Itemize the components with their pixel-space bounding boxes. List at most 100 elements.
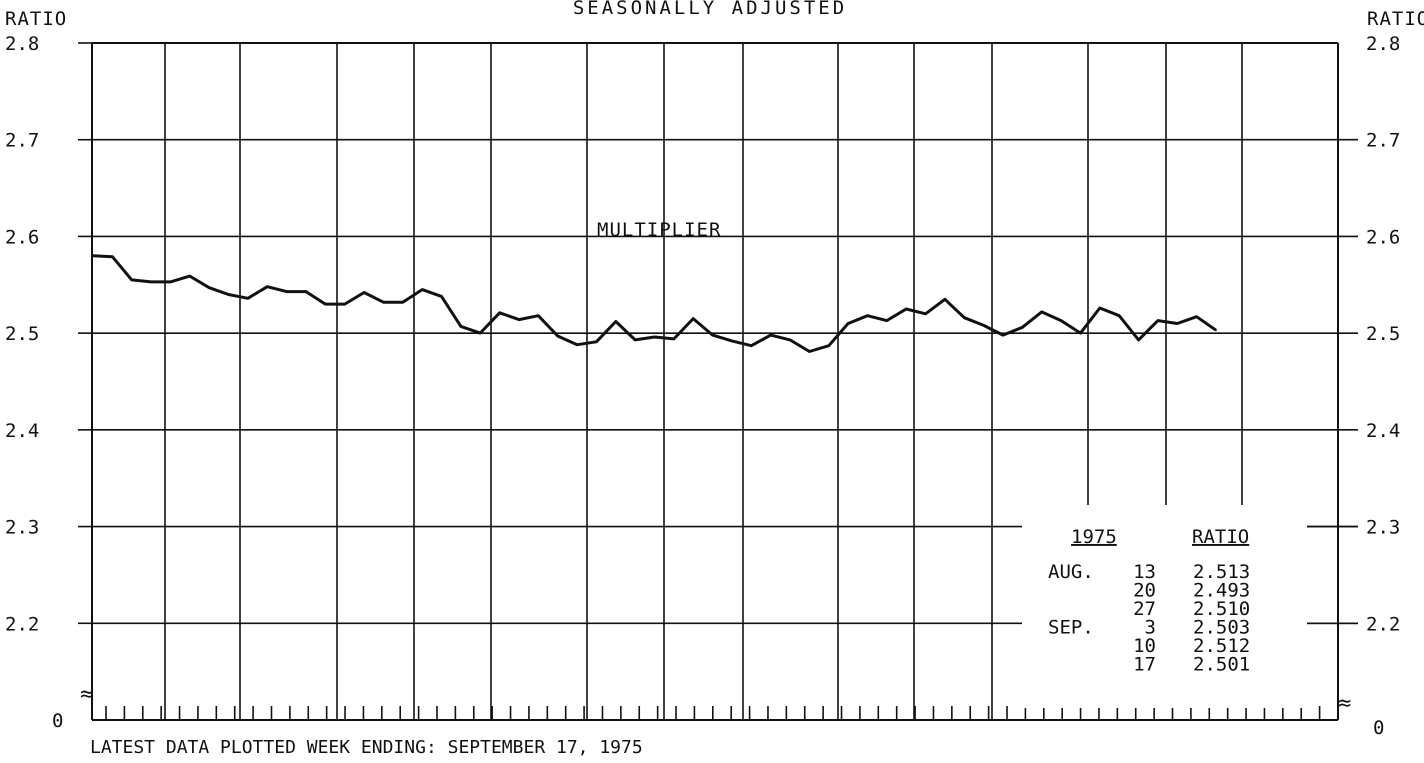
y-tick-label-left: 2.3 (5, 517, 39, 539)
data-point (479, 332, 482, 334)
table-month: AUG. (1048, 561, 1094, 583)
table-ratio-value: 2.503 (1193, 617, 1250, 639)
y-tick-label-right: 2.6 (1366, 226, 1400, 248)
data-point (227, 293, 230, 296)
data-point (1099, 307, 1101, 309)
y-tick-label-left: 2.8 (5, 33, 39, 55)
data-point (266, 285, 269, 288)
data-point (537, 314, 540, 317)
y-tick-label-right: 2.4 (1366, 420, 1400, 442)
data-point (1040, 311, 1043, 313)
data-table: 1975 RATIO AUG. 13 2.513 20 2.493 27 2.510 SEP. 3 2… (1022, 508, 1358, 708)
table-header-year: 1975 (1071, 526, 1117, 548)
data-point (769, 334, 772, 336)
data-point (1002, 334, 1004, 336)
tick-marks (78, 42, 1339, 720)
footnote: LATEST DATA PLOTTED WEEK ENDING: SEPTEMB… (90, 737, 643, 758)
series-layer (92, 254, 1217, 353)
data-point (963, 316, 966, 319)
data-point (924, 313, 927, 315)
data-point (731, 340, 733, 342)
data-point (363, 291, 365, 294)
table-ratio-value: 2.501 (1193, 654, 1250, 676)
data-point (556, 335, 559, 337)
data-point (305, 290, 307, 293)
data-point (1118, 314, 1120, 317)
y-axis-label-left: RATIO (5, 8, 67, 30)
table-ratio-value: 2.493 (1193, 580, 1250, 602)
data-point (944, 298, 946, 301)
table-day: 13 (1133, 561, 1156, 583)
data-point (653, 336, 656, 338)
data-point (285, 290, 288, 293)
data-point (905, 308, 907, 310)
y-tick-labels: 2.8 2.8 2.7 2.7 2.6 2.6 2.5 2.5 2.4 2.4 2.3 2.3 2.2 2… (5, 33, 1400, 739)
table-background (1022, 508, 1307, 708)
data-point (1060, 319, 1062, 322)
data-point (189, 275, 191, 277)
data-point (1021, 326, 1024, 329)
y-tick-label-left: 2.7 (5, 130, 39, 152)
data-point (1195, 315, 1198, 318)
data-point (711, 334, 714, 336)
y-tick-label-right: 2.5 (1366, 323, 1400, 345)
data-point (150, 281, 152, 283)
y-tick-label-right: 2.7 (1366, 130, 1400, 152)
table-header-ratio: RATIO (1192, 526, 1249, 548)
table-day: 17 (1133, 654, 1156, 676)
y-tick-label-right: 2.3 (1366, 517, 1400, 539)
data-point (1176, 322, 1179, 325)
table-day: 20 (1133, 580, 1156, 602)
grid (91, 42, 1358, 721)
data-point (247, 297, 249, 300)
data-point (595, 341, 598, 343)
data-point (498, 312, 501, 314)
data-point (460, 325, 462, 328)
text-layer: SEASONALLY ADJUSTED RATIO RATIO MULTIPLI… (5, 0, 1424, 758)
y-zero-label-right: 0 (1373, 717, 1384, 739)
data-point (440, 295, 443, 298)
table-day: 27 (1133, 598, 1156, 620)
data-point (692, 317, 694, 320)
data-point (886, 319, 888, 322)
data-point (1157, 319, 1159, 322)
data-point (866, 314, 869, 317)
y-axis-label-right: RATIO (1367, 8, 1424, 30)
table-month: SEP. (1048, 617, 1094, 639)
data-point (518, 318, 520, 321)
data-point (343, 303, 346, 305)
data-point (634, 339, 636, 341)
table-day: 10 (1133, 635, 1156, 657)
y-tick-label-left: 2.2 (5, 613, 39, 635)
table-ratio-value: 2.512 (1193, 635, 1250, 657)
chart-title: SEASONALLY ADJUSTED (573, 0, 847, 19)
series-label: MULTIPLIER (597, 219, 721, 241)
y-tick-label-left: 2.4 (5, 420, 39, 442)
data-point (402, 301, 404, 304)
data-point (789, 339, 791, 341)
data-point (982, 324, 985, 327)
data-point (847, 322, 849, 325)
data-point (1137, 339, 1140, 341)
table-ratio-value: 2.510 (1193, 598, 1250, 620)
data-point (208, 286, 210, 289)
data-point (421, 288, 424, 291)
data-point (750, 344, 753, 347)
data-point (673, 338, 675, 340)
data-point (808, 350, 811, 353)
data-point (324, 303, 327, 305)
y-tick-label-right: 2.8 (1366, 33, 1400, 55)
data-point (576, 343, 578, 346)
data-point (828, 344, 830, 347)
table-ratio-value: 2.513 (1193, 561, 1250, 583)
y-tick-label-right: 2.2 (1366, 613, 1400, 635)
data-point (1215, 329, 1217, 332)
data-point (382, 301, 385, 304)
y-tick-label-left: 2.6 (5, 226, 39, 248)
data-point (111, 255, 114, 258)
data-point (1079, 332, 1082, 334)
table-day: 3 (1145, 617, 1156, 639)
data-point (169, 281, 172, 283)
y-tick-label-left: 2.5 (5, 323, 39, 345)
